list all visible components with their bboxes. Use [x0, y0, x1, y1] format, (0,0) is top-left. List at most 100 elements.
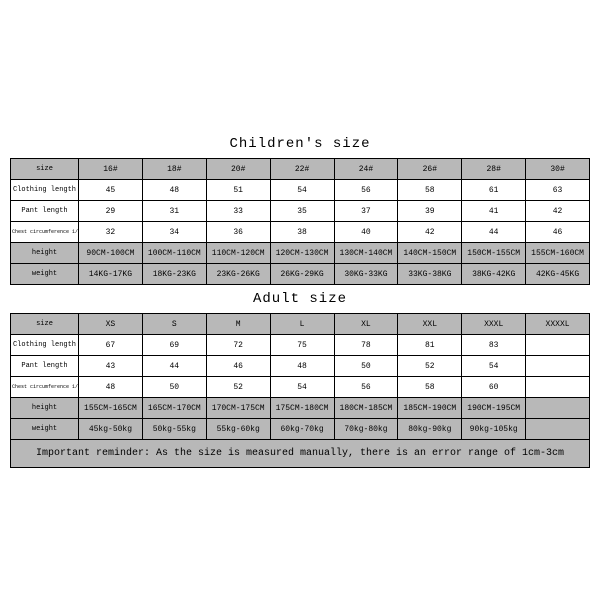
table-row: size 16# 18# 20# 22# 24# 26# 28# 30#	[11, 159, 590, 180]
cell	[526, 377, 590, 398]
row-label: size	[11, 314, 79, 335]
table-row: Chest circumference 1/2 48 50 52 54 56 5…	[11, 377, 590, 398]
cell: 155CM-160CM	[526, 243, 590, 264]
cell: 70kg-80kg	[334, 419, 398, 440]
cell: 155CM-165CM	[79, 398, 143, 419]
cell: 42	[398, 222, 462, 243]
adult-table: size XS S M L XL XXL XXXL XXXXL Clothing…	[10, 313, 590, 440]
row-label: weight	[11, 264, 79, 285]
row-label: size	[11, 159, 79, 180]
cell: 46	[526, 222, 590, 243]
row-label: height	[11, 398, 79, 419]
cell: S	[142, 314, 206, 335]
cell: 175CM-180CM	[270, 398, 334, 419]
cell: 61	[462, 180, 526, 201]
cell	[526, 398, 590, 419]
cell: 51	[206, 180, 270, 201]
size-chart-container: Children's size size 16# 18# 20# 22# 24#…	[0, 0, 600, 468]
cell: 170CM-175CM	[206, 398, 270, 419]
table-row: size XS S M L XL XXL XXXL XXXXL	[11, 314, 590, 335]
row-label: Clothing length	[11, 180, 79, 201]
cell: 48	[142, 180, 206, 201]
cell: 72	[206, 335, 270, 356]
row-label: Pant length	[11, 356, 79, 377]
cell: 185CM-190CM	[398, 398, 462, 419]
cell: 42	[526, 201, 590, 222]
cell: 20#	[206, 159, 270, 180]
cell: 90CM-100CM	[79, 243, 143, 264]
cell: 52	[398, 356, 462, 377]
cell: 35	[270, 201, 334, 222]
children-title: Children's size	[10, 130, 590, 158]
cell: 18KG-23KG	[142, 264, 206, 285]
cell: L	[270, 314, 334, 335]
cell: 100CM-110CM	[142, 243, 206, 264]
cell: 38KG-42KG	[462, 264, 526, 285]
cell: 54	[270, 377, 334, 398]
table-row: height 155CM-165CM 165CM-170CM 170CM-175…	[11, 398, 590, 419]
cell	[526, 335, 590, 356]
cell: 150CM-155CM	[462, 243, 526, 264]
cell: 30KG-33KG	[334, 264, 398, 285]
cell	[526, 356, 590, 377]
cell: 24#	[334, 159, 398, 180]
cell: 80kg-90kg	[398, 419, 462, 440]
cell: 120CM-130CM	[270, 243, 334, 264]
cell: 54	[270, 180, 334, 201]
children-table: size 16# 18# 20# 22# 24# 26# 28# 30# Clo…	[10, 158, 590, 285]
cell: 180CM-185CM	[334, 398, 398, 419]
cell: 46	[206, 356, 270, 377]
cell: 50	[334, 356, 398, 377]
cell: 50	[142, 377, 206, 398]
cell: 58	[398, 377, 462, 398]
cell: 37	[334, 201, 398, 222]
cell: XXXXL	[526, 314, 590, 335]
table-row: Clothing length 67 69 72 75 78 81 83	[11, 335, 590, 356]
row-label: Pant length	[11, 201, 79, 222]
cell: 165CM-170CM	[142, 398, 206, 419]
cell: 44	[142, 356, 206, 377]
adult-title: Adult size	[10, 285, 590, 313]
cell: 60kg-70kg	[270, 419, 334, 440]
cell: 78	[334, 335, 398, 356]
cell: 81	[398, 335, 462, 356]
cell: 44	[462, 222, 526, 243]
cell: M	[206, 314, 270, 335]
cell: 140CM-150CM	[398, 243, 462, 264]
cell: 32	[79, 222, 143, 243]
cell: 69	[142, 335, 206, 356]
row-label: height	[11, 243, 79, 264]
cell: 39	[398, 201, 462, 222]
cell	[526, 419, 590, 440]
cell: 40	[334, 222, 398, 243]
cell: 190CM-195CM	[462, 398, 526, 419]
cell: 29	[79, 201, 143, 222]
cell: 130CM-140CM	[334, 243, 398, 264]
cell: 38	[270, 222, 334, 243]
cell: 45kg-50kg	[79, 419, 143, 440]
cell: 54	[462, 356, 526, 377]
cell: 50kg-55kg	[142, 419, 206, 440]
row-label: weight	[11, 419, 79, 440]
cell: 14KG-17KG	[79, 264, 143, 285]
cell: 33KG-38KG	[398, 264, 462, 285]
cell: XL	[334, 314, 398, 335]
cell: 56	[334, 180, 398, 201]
cell: 34	[142, 222, 206, 243]
cell: 42KG-45KG	[526, 264, 590, 285]
cell: 43	[79, 356, 143, 377]
cell: 26KG-29KG	[270, 264, 334, 285]
cell: 48	[79, 377, 143, 398]
row-label: Chest circumference 1/2	[11, 222, 79, 243]
cell: 56	[334, 377, 398, 398]
cell: 48	[270, 356, 334, 377]
cell: 23KG-26KG	[206, 264, 270, 285]
row-label: Clothing length	[11, 335, 79, 356]
cell: 60	[462, 377, 526, 398]
cell: 18#	[142, 159, 206, 180]
table-row: Pant length 29 31 33 35 37 39 41 42	[11, 201, 590, 222]
cell: 33	[206, 201, 270, 222]
cell: XXL	[398, 314, 462, 335]
cell: 52	[206, 377, 270, 398]
cell: 83	[462, 335, 526, 356]
